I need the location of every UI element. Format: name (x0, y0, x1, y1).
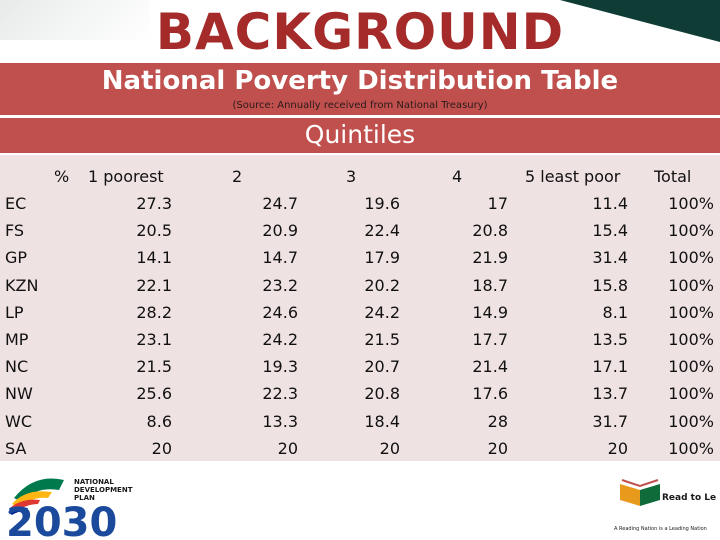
row-label: WC (5, 412, 32, 431)
column-header: 5 least poor (525, 167, 621, 186)
column-header: 4 (452, 167, 463, 186)
column-header: Total (654, 167, 692, 186)
table-cell: 17.6 (472, 384, 508, 403)
table-cell: 17.1 (592, 357, 628, 376)
table-source-note: (Source: Annually received from National… (232, 100, 488, 111)
table-cell: 100% (668, 330, 714, 349)
table-cell: 20.8 (364, 384, 400, 403)
table-cell: 20 (379, 439, 400, 458)
table-cell: 13.5 (592, 330, 628, 349)
row-label: KZN (5, 276, 39, 295)
read-to-lead-tagline: A Reading Nation is a Leading Nation (614, 526, 707, 532)
table-cell: 19.3 (262, 357, 298, 376)
table-cell: 20.5 (136, 221, 172, 240)
table-cell: 20.7 (364, 357, 400, 376)
table-cell: 17.7 (472, 330, 508, 349)
table-cell: 22.4 (364, 221, 400, 240)
table-cell: 31.4 (592, 248, 628, 267)
table-cell: 20 (151, 439, 172, 458)
ndp-logo-line2: DEVELOPMENT (74, 486, 133, 494)
table-cell: 13.7 (592, 384, 628, 403)
table-cell: 100% (668, 221, 714, 240)
table-header-banner: National Poverty Distribution Table (Sou… (0, 63, 720, 115)
table-cell: 21.9 (472, 248, 508, 267)
table-cell: 20 (607, 439, 628, 458)
table-cell: 24.2 (364, 303, 400, 322)
table-cell: 17.9 (364, 248, 400, 267)
table-cell: 27.3 (136, 194, 172, 213)
table-cell: 100% (668, 412, 714, 431)
ndp-2030-logo: NATIONAL DEVELOPMENT PLAN 2030 (6, 478, 133, 538)
table-cell: 14.1 (136, 248, 172, 267)
table-cell: 14.7 (262, 248, 298, 267)
row-label: NW (5, 384, 33, 403)
table-cell: 18.7 (472, 276, 508, 295)
table-cell: 8.1 (602, 303, 628, 322)
table-cell: 100% (668, 357, 714, 376)
table-cell: 22.1 (136, 276, 172, 295)
table-cell: 20.9 (262, 221, 298, 240)
table-cell: 21.5 (364, 330, 400, 349)
table-cell: 100% (668, 248, 714, 267)
page-title: BACKGROUND (155, 3, 565, 61)
table-cell: 18.4 (364, 412, 400, 431)
table-cell: 31.7 (592, 412, 628, 431)
table-cell: 19.6 (364, 194, 400, 213)
table-cell: 8.6 (146, 412, 172, 431)
table-cell: 21.5 (136, 357, 172, 376)
row-label: SA (5, 439, 27, 458)
quintiles-banner: Quintiles (0, 118, 720, 153)
ndp-logo-line3: PLAN (74, 494, 95, 502)
ndp-logo-year: 2030 (6, 500, 117, 538)
table-cell: 20.2 (364, 276, 400, 295)
table-cell: 23.1 (136, 330, 172, 349)
table-cell: 20.8 (472, 221, 508, 240)
row-label: EC (5, 194, 27, 213)
ndp-logo-line1: NATIONAL (74, 478, 114, 486)
table-cell: 14.9 (472, 303, 508, 322)
table-cell: 20 (487, 439, 508, 458)
row-label: LP (5, 303, 24, 322)
corner-decoration-right (560, 0, 720, 42)
read-to-lead-logo: Read to Lead A Reading Nation is a Leadi… (614, 479, 716, 532)
table-title: National Poverty Distribution Table (101, 66, 619, 96)
table-cell: 28.2 (136, 303, 172, 322)
row-label: GP (5, 248, 28, 267)
table-corner-label: % (54, 167, 70, 186)
table-cell: 13.3 (262, 412, 298, 431)
read-to-lead-title: Read to Lead (662, 493, 716, 503)
footer (0, 462, 720, 540)
row-label: FS (5, 221, 25, 240)
table-cell: 15.4 (592, 221, 628, 240)
table-cell: 25.6 (136, 384, 172, 403)
column-header: 3 (346, 167, 357, 186)
column-header: 1 poorest (88, 167, 164, 186)
table-cell: 23.2 (262, 276, 298, 295)
row-label: MP (5, 330, 29, 349)
table-cell: 21.4 (472, 357, 508, 376)
table-cell: 22.3 (262, 384, 298, 403)
table-cell: 17 (487, 194, 508, 213)
table-cell: 100% (668, 276, 714, 295)
table-cell: 100% (668, 194, 714, 213)
row-label: NC (5, 357, 29, 376)
poverty-distribution-table (0, 155, 720, 461)
book-icon (620, 479, 660, 506)
table-cell: 15.8 (592, 276, 628, 295)
table-cell: 24.6 (262, 303, 298, 322)
table-cell: 20 (277, 439, 298, 458)
table-cell: 24.2 (262, 330, 298, 349)
table-cell: 11.4 (592, 194, 628, 213)
column-header: 2 (232, 167, 243, 186)
table-cell: 100% (668, 439, 714, 458)
corner-decoration-left (0, 0, 150, 40)
flag-swirl-icon (8, 478, 64, 515)
table-cell: 100% (668, 384, 714, 403)
table-cell: 100% (668, 303, 714, 322)
table-cell: 28 (487, 412, 508, 431)
table-cell: 24.7 (262, 194, 298, 213)
